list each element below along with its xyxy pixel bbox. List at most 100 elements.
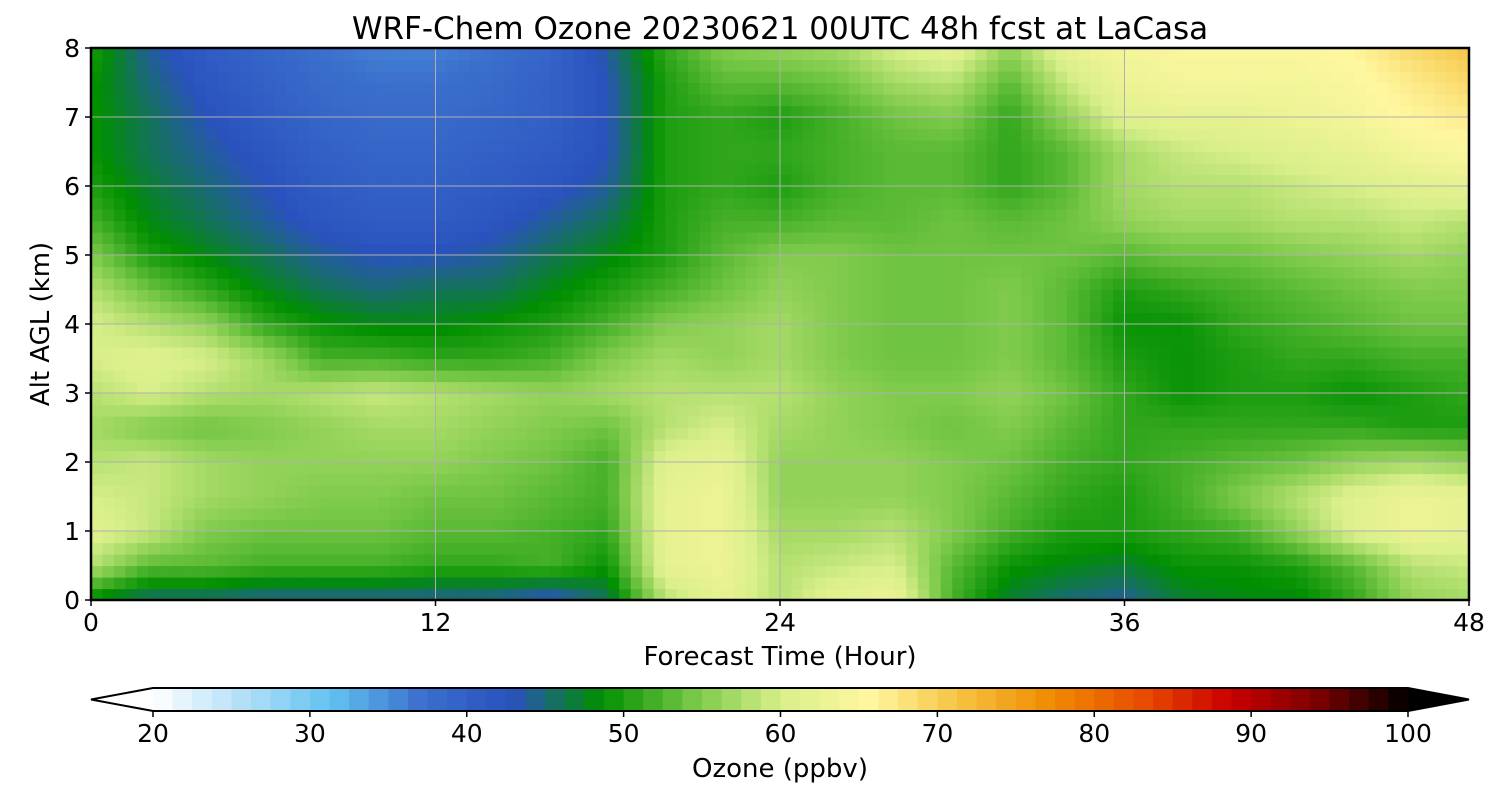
heatmap-cell xyxy=(1055,163,1068,176)
heatmap-cell xyxy=(860,255,873,268)
heatmap-cell xyxy=(205,255,218,268)
heatmap-cell xyxy=(1032,358,1045,371)
heatmap-cell xyxy=(596,393,609,406)
heatmap-cell xyxy=(1434,404,1447,417)
heatmap-cell xyxy=(504,393,517,406)
heatmap-cell xyxy=(860,312,873,325)
heatmap-cell xyxy=(688,542,701,555)
heatmap-cell xyxy=(309,174,322,187)
heatmap-cell xyxy=(113,163,127,176)
heatmap-cell xyxy=(584,416,597,429)
heatmap-cell xyxy=(492,542,505,555)
heatmap-cell xyxy=(194,289,207,302)
heatmap-cell xyxy=(389,335,402,348)
heatmap-cell xyxy=(837,301,850,314)
heatmap-cell xyxy=(1032,577,1045,590)
heatmap-cell xyxy=(1239,588,1252,600)
heatmap-cell xyxy=(757,531,770,544)
heatmap-cell xyxy=(757,381,770,394)
heatmap-cell xyxy=(722,588,735,600)
heatmap-cell xyxy=(1009,370,1022,383)
heatmap-cell xyxy=(527,301,540,314)
heatmap-cell xyxy=(1285,416,1298,429)
heatmap-cell xyxy=(1365,416,1378,429)
heatmap-cell xyxy=(1365,358,1378,371)
heatmap-cell xyxy=(469,381,483,394)
heatmap-cell xyxy=(929,393,942,406)
heatmap-cell xyxy=(1181,439,1194,452)
heatmap-cell xyxy=(871,335,884,348)
heatmap-cell xyxy=(894,232,907,245)
heatmap-cell xyxy=(688,462,701,475)
heatmap-cell xyxy=(1032,140,1045,153)
heatmap-cell xyxy=(917,347,930,360)
heatmap-cell xyxy=(1158,496,1172,509)
heatmap-cell xyxy=(1204,289,1217,302)
heatmap-cell xyxy=(814,220,827,233)
heatmap-cell xyxy=(435,163,448,176)
heatmap-cell xyxy=(240,358,253,371)
heatmap-cell xyxy=(332,209,345,222)
heatmap-cell xyxy=(1101,232,1114,245)
heatmap-cell xyxy=(446,255,460,268)
heatmap-cell xyxy=(1446,151,1459,164)
heatmap-cell xyxy=(1319,416,1332,429)
heatmap-cell xyxy=(573,163,586,176)
heatmap-cell xyxy=(780,588,793,600)
heatmap-cell xyxy=(584,462,597,475)
heatmap-cell xyxy=(722,462,735,475)
heatmap-cell xyxy=(1388,335,1401,348)
heatmap-cell xyxy=(1113,255,1126,268)
heatmap-cell xyxy=(848,209,861,222)
heatmap-cell xyxy=(676,427,689,440)
heatmap-cell xyxy=(504,255,517,268)
heatmap-cell xyxy=(1308,289,1321,302)
heatmap-cell xyxy=(975,151,988,164)
heatmap-cell xyxy=(1342,197,1355,210)
heatmap-cell xyxy=(619,416,632,429)
heatmap-cell xyxy=(929,324,942,337)
heatmap-cell xyxy=(286,588,299,600)
heatmap-cell xyxy=(1365,209,1378,222)
heatmap-cell xyxy=(194,232,207,245)
heatmap-cell xyxy=(274,347,287,360)
heatmap-cell xyxy=(1113,324,1126,337)
heatmap-cell xyxy=(998,186,1011,199)
heatmap-cell xyxy=(1113,439,1126,452)
heatmap-cell xyxy=(986,473,999,486)
heatmap-cell xyxy=(515,301,528,314)
heatmap-cell xyxy=(940,232,953,245)
heatmap-cell xyxy=(848,370,861,383)
heatmap-cell xyxy=(1365,220,1378,233)
heatmap-cell xyxy=(894,312,907,325)
heatmap-cell xyxy=(825,427,839,440)
heatmap-cell xyxy=(699,427,712,440)
heatmap-cell xyxy=(1078,197,1091,210)
heatmap-cell xyxy=(194,174,207,187)
heatmap-cell xyxy=(619,220,632,233)
heatmap-cell xyxy=(653,163,666,176)
heatmap-cell xyxy=(1135,220,1149,233)
heatmap-cell xyxy=(1250,473,1263,486)
heatmap-cell xyxy=(412,174,425,187)
heatmap-cell xyxy=(550,209,563,222)
heatmap-cell xyxy=(642,531,655,544)
heatmap-cell xyxy=(1044,565,1057,578)
heatmap-cell xyxy=(343,473,356,486)
heatmap-cell xyxy=(883,462,896,475)
heatmap-cell xyxy=(401,232,414,245)
heatmap-cell xyxy=(791,450,804,463)
heatmap-cell xyxy=(125,312,138,325)
heatmap-cell xyxy=(125,289,138,302)
heatmap-cell xyxy=(1262,232,1275,245)
heatmap-cell xyxy=(1044,450,1057,463)
heatmap-cell xyxy=(1216,301,1229,314)
heatmap-cell xyxy=(653,209,666,222)
heatmap-cell xyxy=(1434,255,1447,268)
heatmap-cell xyxy=(998,174,1011,187)
heatmap-cell xyxy=(1158,243,1172,256)
heatmap-cell xyxy=(802,347,816,360)
heatmap-cell xyxy=(1308,197,1321,210)
heatmap-cell xyxy=(1331,554,1344,567)
heatmap-cell xyxy=(446,358,460,371)
